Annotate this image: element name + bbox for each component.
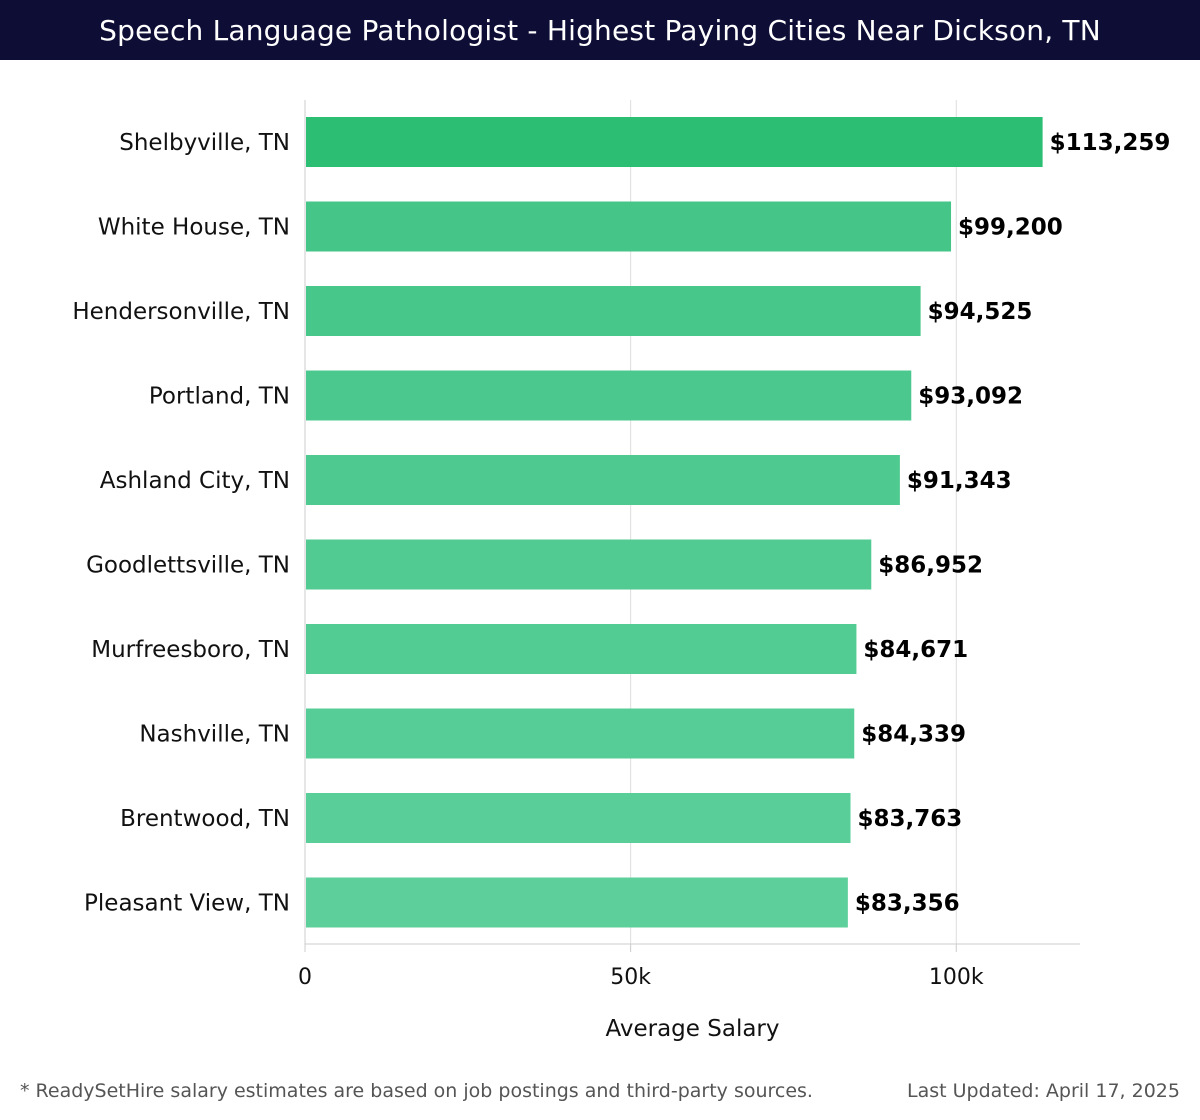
- category-label: Hendersonville, TN: [72, 299, 290, 325]
- data-label: $83,763: [858, 806, 963, 832]
- category-label: White House, TN: [98, 215, 290, 241]
- data-label: $99,200: [958, 215, 1063, 241]
- bar: [306, 117, 1043, 167]
- bar: [306, 877, 848, 928]
- category-label: Portland, TN: [149, 384, 290, 410]
- bar: [306, 455, 900, 505]
- x-tick-label: 100k: [929, 965, 984, 990]
- data-label: $83,356: [855, 891, 960, 917]
- bar: [306, 708, 855, 759]
- chart-title: Speech Language Pathologist - Highest Pa…: [99, 13, 1101, 47]
- data-label: $86,952: [878, 553, 983, 579]
- data-label: $113,259: [1050, 130, 1171, 156]
- category-label: Nashville, TN: [139, 722, 290, 748]
- bar-chart: 0 50k 100k Shelbyville, TN $113,259 White Hou…: [72, 100, 1171, 1042]
- data-label: $93,092: [918, 384, 1023, 410]
- category-label: Shelbyville, TN: [119, 130, 290, 156]
- footer-note: * ReadySetHire salary estimates are base…: [20, 1080, 813, 1102]
- bar: [306, 539, 872, 590]
- bar: [306, 201, 952, 252]
- x-axis-title: Average Salary: [605, 1016, 779, 1042]
- bar: [306, 286, 921, 336]
- data-label: $84,671: [863, 637, 968, 663]
- x-tick-label: 0: [298, 965, 312, 990]
- category-label: Goodlettsville, TN: [86, 553, 290, 579]
- category-label: Murfreesboro, TN: [91, 637, 290, 663]
- data-label: $91,343: [907, 468, 1012, 494]
- category-label: Pleasant View, TN: [84, 891, 290, 917]
- bar: [306, 370, 912, 421]
- category-label: Brentwood, TN: [120, 806, 290, 832]
- data-label: $94,525: [928, 299, 1033, 325]
- data-label: $84,339: [861, 722, 966, 748]
- chart-header: Speech Language Pathologist - Highest Pa…: [0, 0, 1200, 60]
- last-updated: Last Updated: April 17, 2025: [906, 1080, 1180, 1102]
- x-tick-label: 50k: [610, 965, 651, 990]
- category-label: Ashland City, TN: [100, 468, 290, 494]
- bar: [306, 624, 857, 674]
- bar: [306, 793, 851, 843]
